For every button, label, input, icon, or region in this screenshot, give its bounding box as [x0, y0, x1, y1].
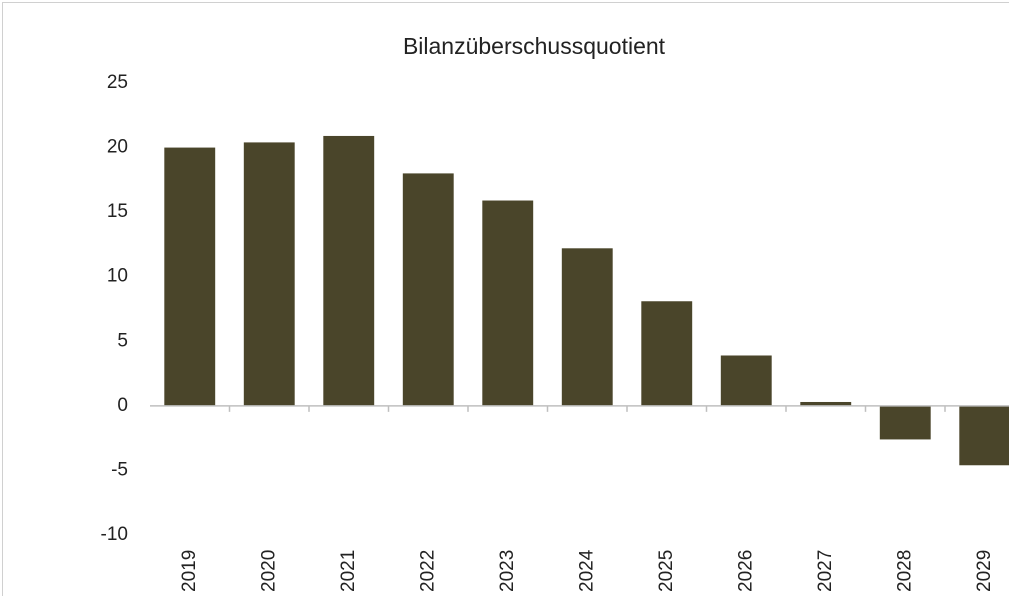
bar: [561, 248, 613, 406]
bar: [959, 405, 1009, 466]
x-tick-label: 2019: [179, 550, 200, 592]
y-tick-label: 20: [107, 137, 128, 158]
y-tick-label: 0: [117, 395, 128, 416]
x-tick-label: 2024: [576, 549, 597, 592]
bar: [482, 200, 534, 406]
bar: [323, 135, 375, 406]
y-tick-label: 10: [107, 266, 128, 287]
bar: [720, 355, 772, 406]
x-tick-label: 2027: [815, 550, 836, 592]
x-tick-label: 2023: [497, 550, 518, 592]
y-tick-label: -10: [101, 524, 128, 545]
chart-title: Bilanzüberschussquotient: [403, 33, 666, 59]
x-tick-label: 2028: [894, 550, 915, 592]
x-tick-label: 2022: [417, 550, 438, 592]
y-tick-label: 25: [107, 72, 128, 93]
x-tick-label: 2021: [338, 550, 359, 592]
bar: [879, 405, 931, 440]
x-tick-label: 2025: [656, 550, 677, 592]
bar: [243, 142, 295, 406]
bar: [641, 301, 693, 406]
x-tick-label: 2020: [258, 550, 279, 592]
bar: [800, 401, 852, 406]
bar: [402, 173, 454, 406]
bar: [164, 147, 216, 406]
y-tick-label: 15: [107, 201, 128, 222]
y-tick-label: -5: [111, 459, 128, 480]
y-tick-label: 5: [117, 330, 128, 351]
x-tick-label: 2026: [735, 550, 756, 592]
x-tick-label: 2029: [974, 550, 995, 592]
